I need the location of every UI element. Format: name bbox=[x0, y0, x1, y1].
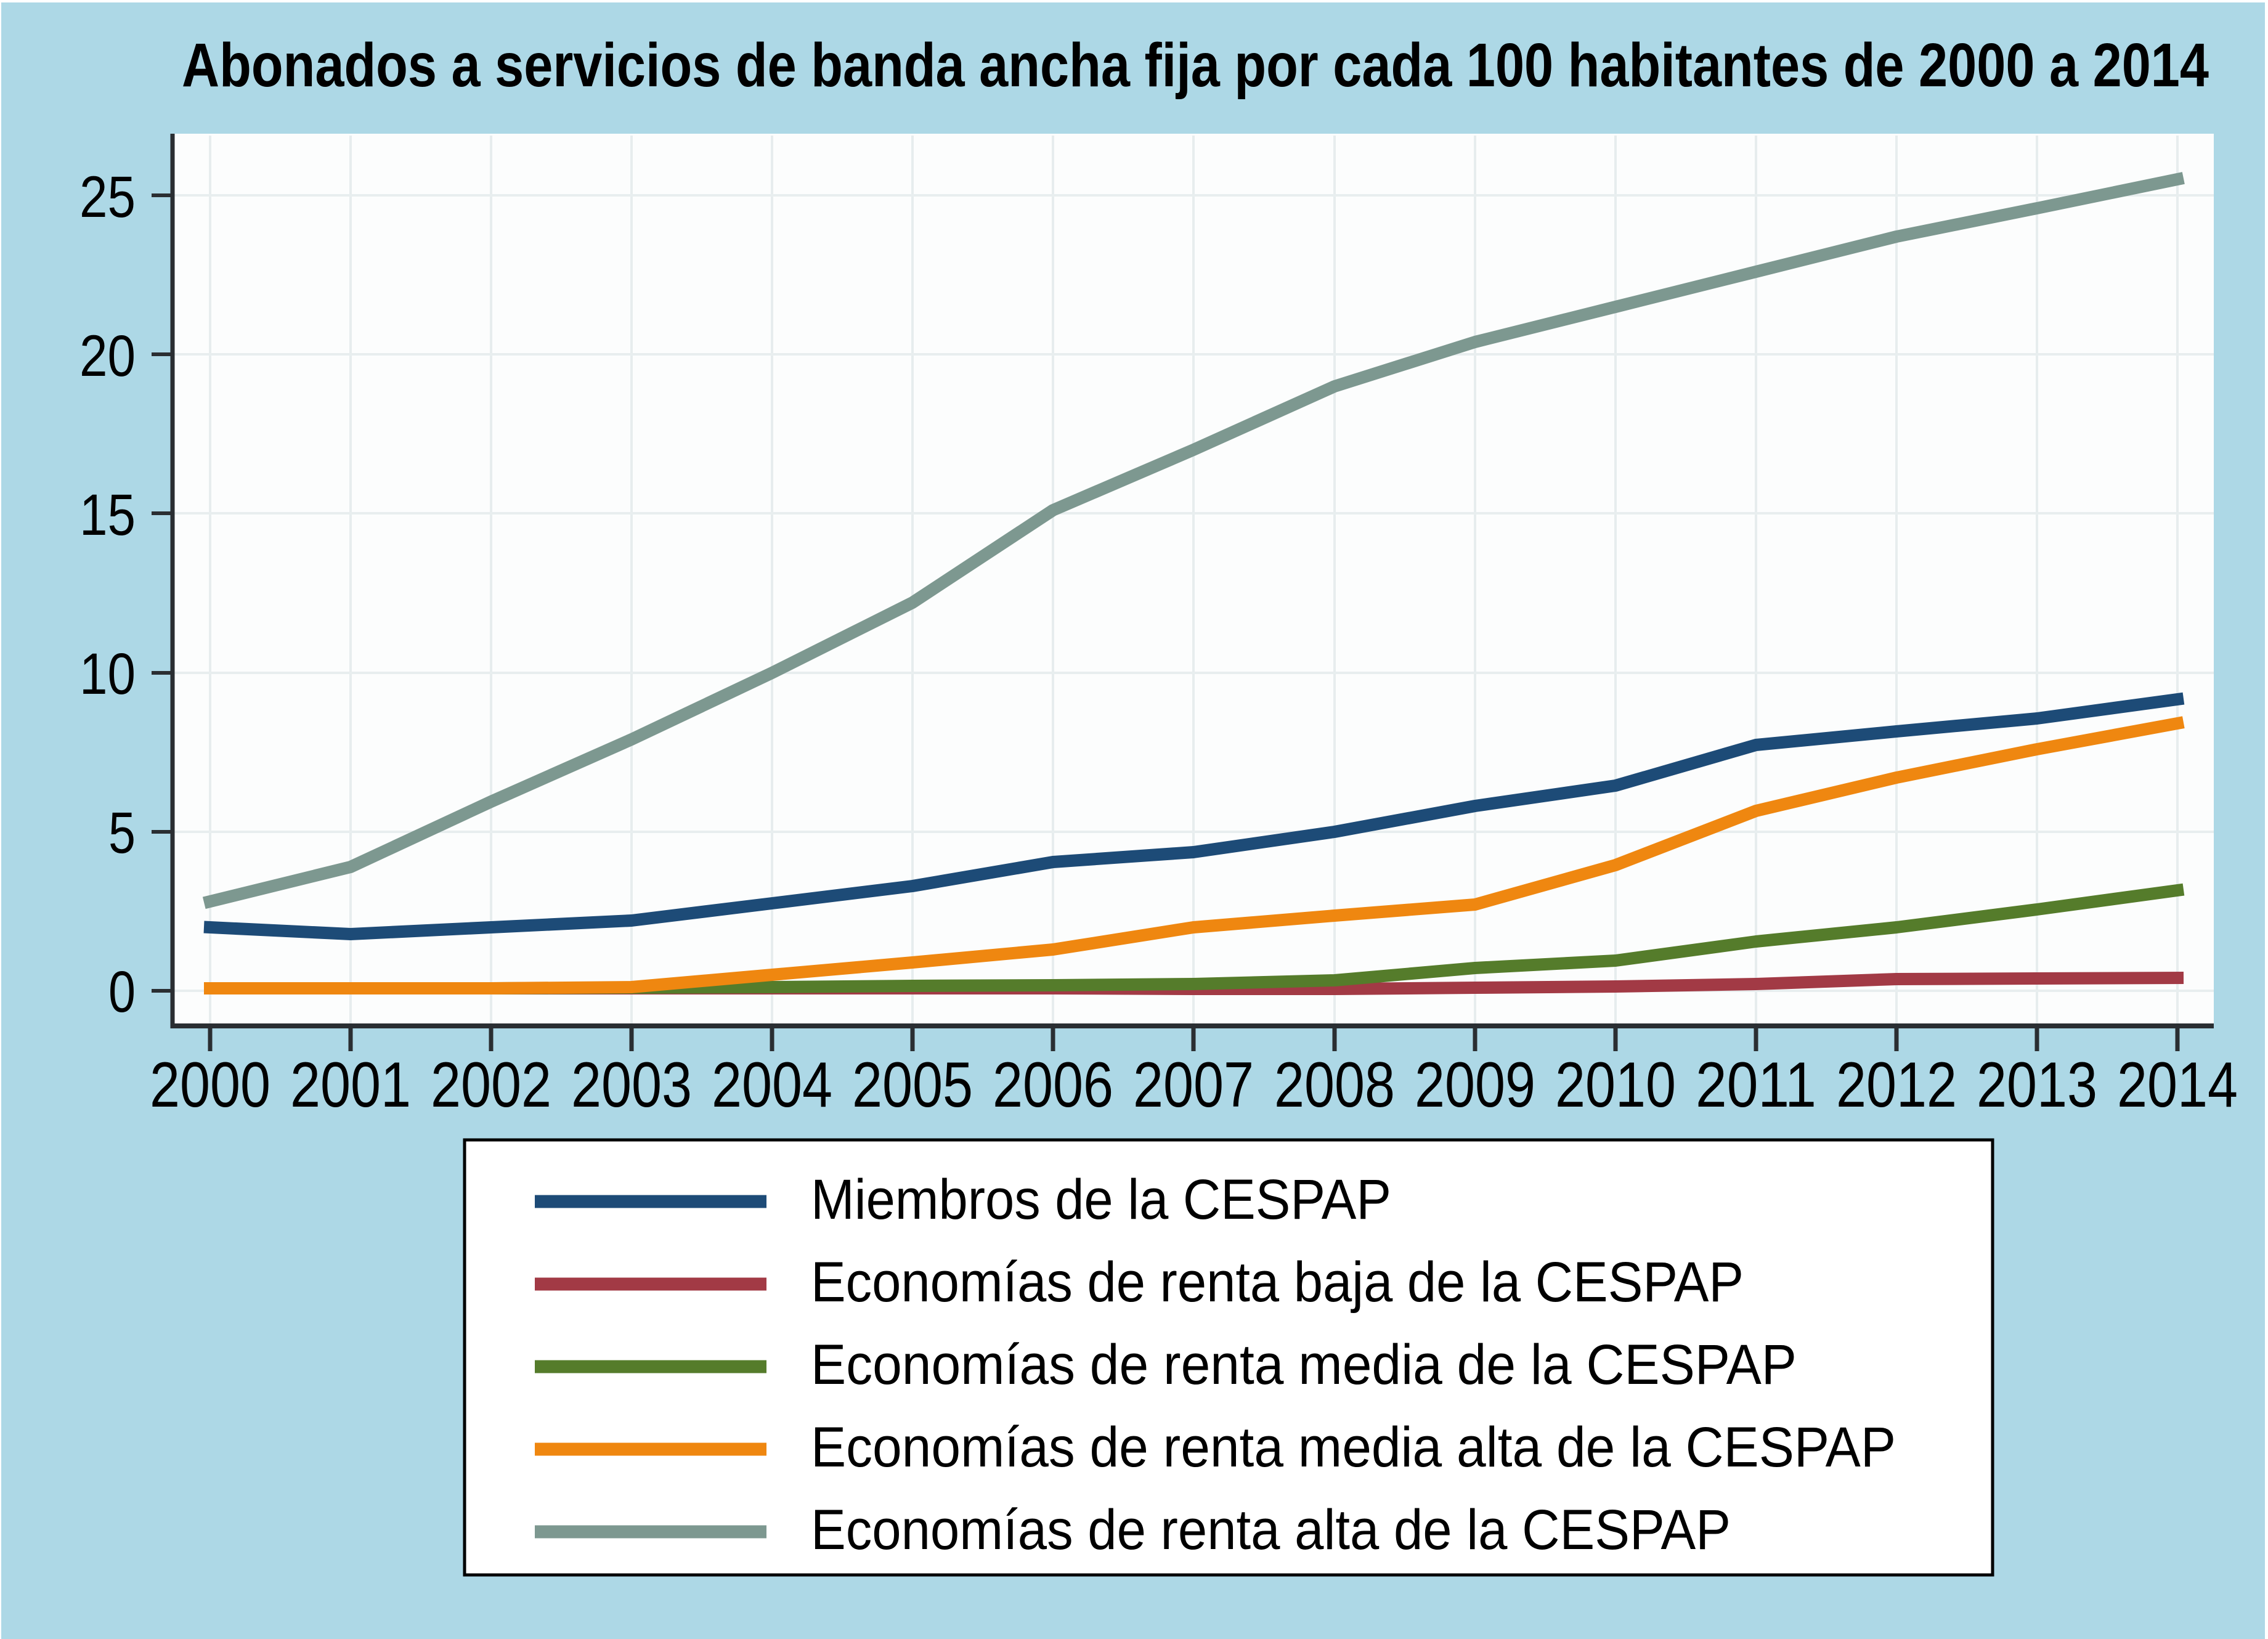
svg-text:2000: 2000 bbox=[150, 1049, 270, 1121]
svg-text:2003: 2003 bbox=[571, 1049, 692, 1121]
svg-text:2006: 2006 bbox=[993, 1049, 1113, 1121]
svg-text:2005: 2005 bbox=[852, 1049, 973, 1121]
svg-text:Economías de renta alta de la: Economías de renta alta de la CESPAP bbox=[811, 1499, 1731, 1561]
svg-text:2002: 2002 bbox=[431, 1049, 551, 1121]
svg-text:2007: 2007 bbox=[1133, 1049, 1254, 1121]
svg-text:2012: 2012 bbox=[1836, 1049, 1957, 1121]
svg-text:2001: 2001 bbox=[290, 1049, 411, 1121]
svg-text:Economías de renta baja de la: Economías de renta baja de la CESPAP bbox=[811, 1251, 1744, 1314]
svg-text:15: 15 bbox=[79, 482, 136, 548]
svg-text:2013: 2013 bbox=[1977, 1049, 2097, 1121]
svg-text:2014: 2014 bbox=[2117, 1049, 2238, 1121]
svg-text:2009: 2009 bbox=[1415, 1049, 1535, 1121]
svg-text:2004: 2004 bbox=[712, 1049, 832, 1121]
svg-text:5: 5 bbox=[108, 800, 136, 866]
svg-text:Miembros de la CESPAP: Miembros de la CESPAP bbox=[811, 1168, 1391, 1231]
svg-text:Economías de renta media de la: Economías de renta media de la CESPAP bbox=[811, 1333, 1797, 1396]
svg-text:2010: 2010 bbox=[1555, 1049, 1676, 1121]
svg-text:Economías de renta media alta: Economías de renta media alta de la CESP… bbox=[811, 1416, 1896, 1479]
svg-text:20: 20 bbox=[79, 323, 136, 389]
svg-text:10: 10 bbox=[79, 641, 136, 707]
svg-text:25: 25 bbox=[79, 165, 136, 230]
svg-text:2008: 2008 bbox=[1274, 1049, 1395, 1121]
svg-text:Abonados a servicios de banda: Abonados a servicios de banda ancha fija… bbox=[182, 31, 2209, 100]
svg-text:2011: 2011 bbox=[1696, 1049, 1816, 1121]
svg-text:0: 0 bbox=[108, 959, 136, 1025]
